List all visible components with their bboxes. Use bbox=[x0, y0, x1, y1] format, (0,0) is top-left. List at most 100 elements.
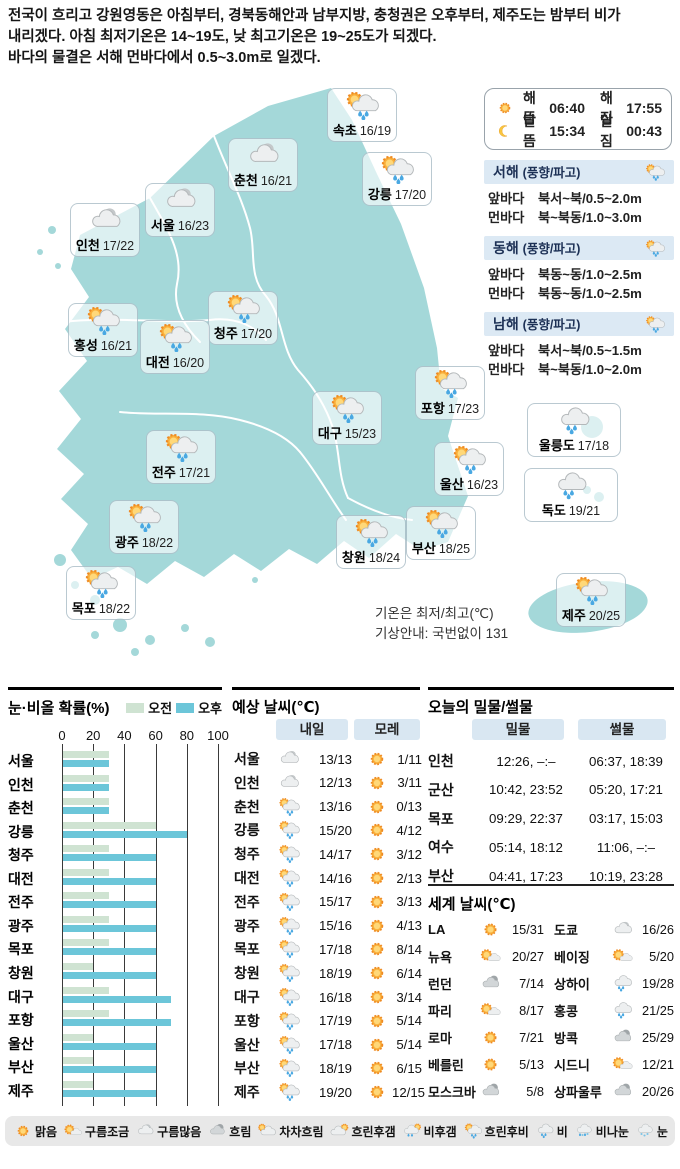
world-rule bbox=[428, 884, 674, 886]
legend-label: 흐린후갬 bbox=[351, 1124, 396, 1139]
snow-icon bbox=[634, 1123, 656, 1139]
legend-label: 비 bbox=[556, 1124, 568, 1139]
am-bar bbox=[63, 1057, 94, 1065]
city-name: 광주 bbox=[114, 535, 139, 550]
sun-rain-icon bbox=[81, 307, 125, 335]
city-marker: 전주 17/21 bbox=[146, 430, 216, 484]
am-label: 오전 bbox=[148, 701, 173, 716]
city-name: 대구 bbox=[317, 426, 342, 441]
forecast-row: 청주 14/17 3/12 bbox=[234, 843, 422, 865]
dark-cloud-icon bbox=[478, 975, 503, 992]
sea-block: 동해 (풍향/파고) 앞바다 북동~동/1.0~2.5m 먼바다 북동~동/1.0~2.… bbox=[484, 236, 674, 312]
high-tide-times: 04:41, 17:23 bbox=[489, 868, 563, 884]
am-bar bbox=[63, 962, 94, 970]
sun-rain-icon bbox=[419, 510, 463, 538]
forecast-city: 목포 bbox=[234, 941, 260, 958]
sunmoon-text: 06:40 bbox=[549, 99, 585, 116]
sunmoon-text: 00:43 bbox=[626, 122, 662, 139]
pm-bar bbox=[63, 995, 172, 1003]
city-marker: 독도 19/21 bbox=[524, 468, 618, 522]
chart-city-label: 대전 bbox=[8, 870, 34, 887]
city-marker: 광주 18/22 bbox=[109, 500, 179, 554]
city-temp: 16/21 bbox=[100, 339, 133, 353]
sea-zone-value: 북서~북/0.5~1.5m bbox=[538, 343, 642, 358]
sun-icon bbox=[364, 988, 390, 1006]
world-temp: 7/21 bbox=[519, 1029, 544, 1045]
forecast-row: 인천 12/13 3/11 bbox=[234, 772, 422, 794]
city-name: 홍성 bbox=[73, 338, 98, 353]
forecast-temp-dayafter: 3/11 bbox=[397, 775, 422, 791]
city-name: 청주 bbox=[213, 326, 238, 341]
world-temp: 20/27 bbox=[511, 948, 544, 964]
sun-icon bbox=[478, 1056, 503, 1073]
sea-suffix: (풍향/파고) bbox=[522, 242, 581, 256]
sea-zone-value: 북서~북/0.5~2.0m bbox=[538, 191, 642, 206]
sunmoon-text: 17:55 bbox=[626, 99, 662, 116]
forecast-row: 창원 18/19 6/14 bbox=[234, 962, 422, 984]
city-name: 춘천 bbox=[233, 173, 258, 188]
sun-rain-icon bbox=[349, 519, 393, 547]
sun-rain-icon bbox=[643, 163, 667, 181]
city-temp: 16/20 bbox=[172, 356, 205, 370]
high-tide-times: 05:14, 18:12 bbox=[489, 839, 563, 855]
city-temp: 16/21 bbox=[260, 174, 293, 188]
axis-tick-label: 80 bbox=[179, 728, 195, 743]
sun-rain-icon bbox=[276, 845, 302, 864]
chart-title: 눈·비올 확률(%) bbox=[8, 700, 110, 717]
world-city: LA bbox=[428, 921, 446, 937]
am-bar bbox=[63, 821, 156, 829]
cloud-icon bbox=[276, 750, 302, 768]
forecast-title: 예상 날씨(℃) bbox=[232, 699, 320, 716]
forecast-city: 인천 bbox=[234, 774, 260, 791]
forecast-temp-tomorrow: 15/20 bbox=[318, 822, 352, 838]
chart-city-label: 서울 bbox=[8, 753, 34, 769]
sun-rain-icon bbox=[276, 869, 302, 887]
sunmoon-text: 해뜸 bbox=[523, 89, 536, 126]
forecast-temp-tomorrow: 13/16 bbox=[318, 799, 352, 815]
cloud-icon bbox=[241, 142, 285, 170]
sun-icon bbox=[364, 1036, 390, 1054]
pm-bar bbox=[63, 783, 109, 791]
chart-city-label: 대구 bbox=[8, 988, 34, 1005]
city-name: 제주 bbox=[561, 608, 586, 623]
legend-label: 맑음 bbox=[35, 1124, 58, 1139]
sun-rain-icon bbox=[276, 940, 302, 959]
am-bar bbox=[63, 774, 109, 782]
sea-rows: 앞바다 북서~북/0.5~1.5m 먼바다 북~북동/1.0~2.0m bbox=[484, 336, 674, 388]
city-label: 대구 15/23 bbox=[315, 423, 379, 442]
summary-line3: 바다의 물결은 서해 먼바다에서 0.5~3.0m로 일겠다. bbox=[8, 50, 321, 66]
city-temp: 17/23 bbox=[447, 402, 480, 416]
summary-line1: 전국이 흐리고 강원영동은 아침부터, 경북동해안과 남부지방, 충청권은 오후… bbox=[8, 8, 621, 24]
map-note: 기온은 최저/최고(℃) 기상안내: 국번없이 131 bbox=[375, 604, 508, 644]
sea-zone-value: 북~북동/1.0~2.0m bbox=[538, 362, 642, 377]
forecast-temp-tomorrow: 14/16 bbox=[318, 870, 352, 886]
am-bar bbox=[63, 1033, 94, 1041]
forecast-row: 강릉 15/20 4/12 bbox=[234, 819, 422, 841]
world-city: 베이징 bbox=[554, 949, 590, 965]
city-label: 독도 19/21 bbox=[527, 500, 615, 519]
low-tide-times: 11:06, –:– bbox=[596, 839, 656, 855]
forecast-temp-dayafter: 3/14 bbox=[396, 989, 422, 1005]
sun-rain-icon bbox=[276, 1035, 302, 1054]
chart-city-label: 울산 bbox=[8, 1035, 34, 1052]
sun-rain-icon bbox=[122, 504, 166, 532]
forecast-city: 서울 bbox=[234, 751, 260, 767]
legend-label: 구름많음 bbox=[157, 1124, 202, 1139]
world-city: 방콕 bbox=[554, 1030, 578, 1046]
forecast-row: 부산 18/19 6/15 bbox=[234, 1057, 422, 1079]
city-temp: 19/21 bbox=[568, 504, 601, 518]
city-label: 속초 16/19 bbox=[330, 120, 394, 139]
city-name: 전주 bbox=[151, 465, 176, 480]
pm-bar bbox=[63, 1042, 156, 1050]
sun-icon bbox=[364, 893, 390, 911]
sun-rain-icon bbox=[276, 821, 302, 840]
sun-icon bbox=[364, 821, 390, 839]
city-marker: 인천 17/22 bbox=[70, 203, 140, 257]
low-tide-chip: 썰물 bbox=[578, 719, 666, 740]
legend-item: 흐린후갬 bbox=[328, 1123, 396, 1140]
city-temp: 18/22 bbox=[141, 536, 174, 550]
sea-forecast: 서해 (풍향/파고) 앞바다 북서~북/0.5~2.0m 먼바다 북~북동/1.0~3.… bbox=[484, 160, 674, 388]
pm-bar bbox=[63, 807, 109, 815]
city-label: 전주 17/21 bbox=[149, 462, 213, 481]
world-row: 런던 7/14 상하이 19/28 bbox=[428, 972, 674, 994]
